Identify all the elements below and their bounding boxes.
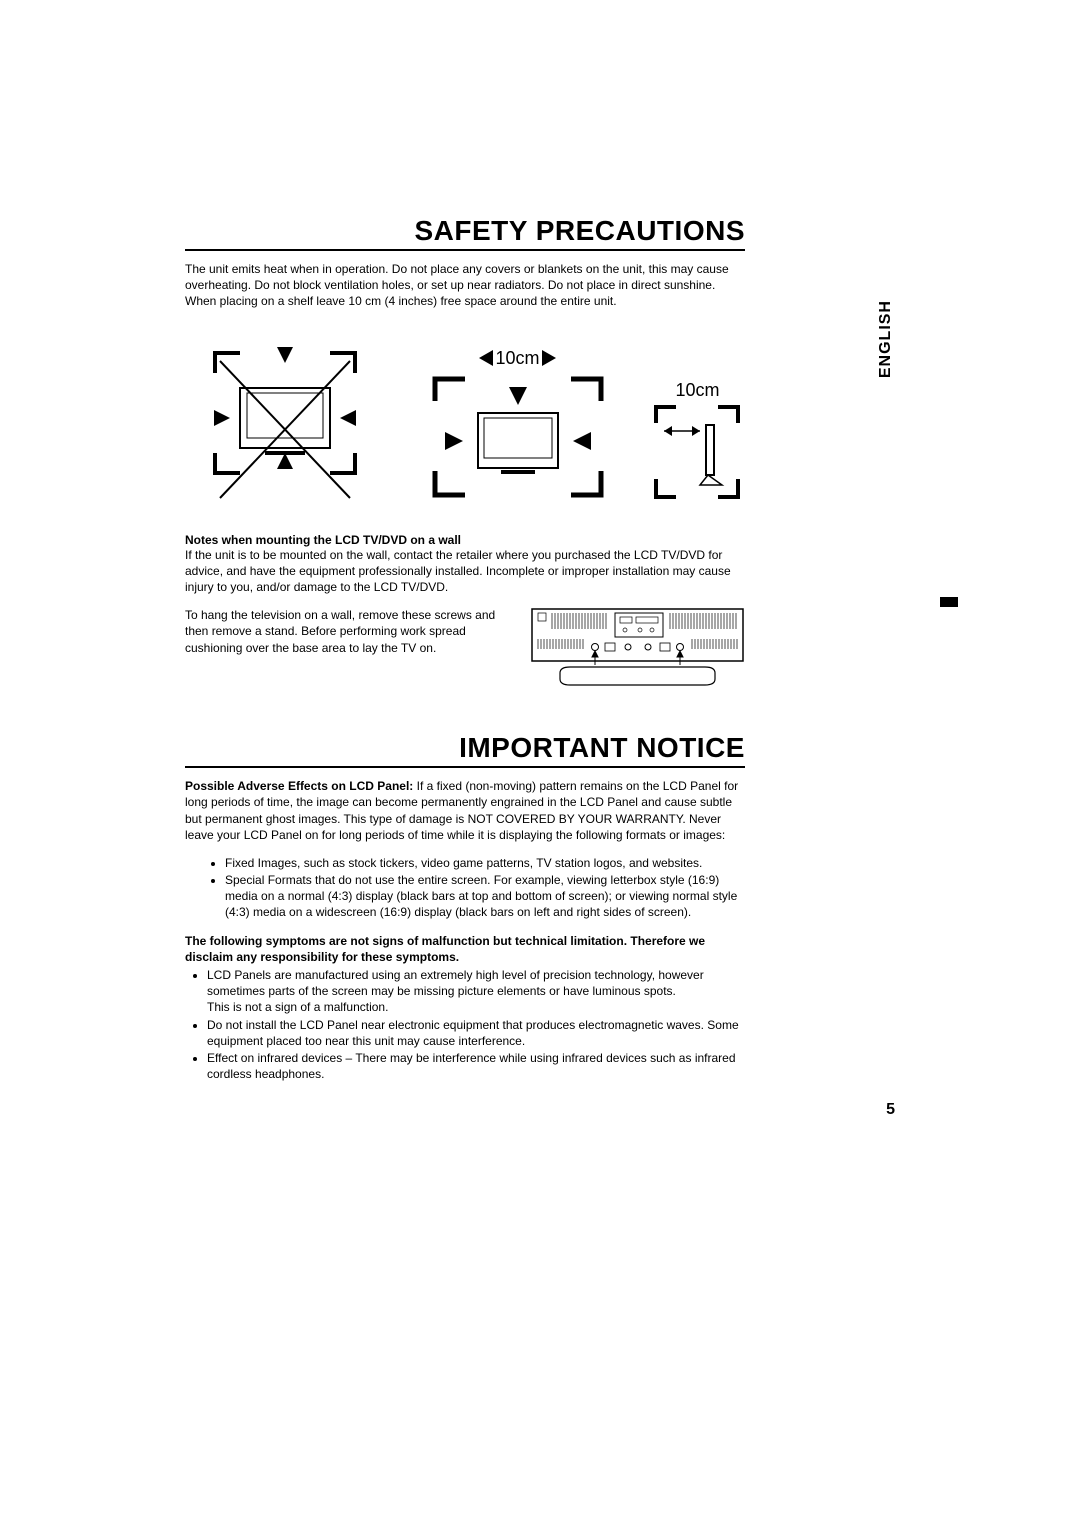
hang-instructions: To hang the television on a wall, remove… — [185, 607, 512, 687]
diagram-shelf-spacing: 10cm — [423, 348, 613, 508]
adverse-bold: Possible Adverse Effects on LCD Panel: — [185, 779, 413, 793]
bullet-item: Special Formats that do not use the enti… — [225, 872, 745, 921]
tv-rear-panel-icon — [530, 607, 745, 687]
bullet-item: Effect on infrared devices – There may b… — [207, 1050, 745, 1082]
wall-mount-body: If the unit is to be mounted on the wall… — [185, 547, 745, 596]
spacing-top-label: 10cm — [495, 348, 539, 369]
diagram-do-not-cover — [185, 333, 385, 508]
notice-title: IMPORTANT NOTICE — [185, 732, 745, 768]
tab-marker — [940, 597, 958, 607]
language-tab: ENGLISH — [877, 300, 895, 378]
disclaimer-bold: The following symptoms are not signs of … — [185, 933, 745, 965]
bullet-item: Do not install the LCD Panel near electr… — [207, 1017, 745, 1049]
arrow-right-icon — [542, 350, 556, 366]
bullet-item: LCD Panels are manufactured using an ext… — [207, 967, 745, 1016]
notice-bullets-1: Fixed Images, such as stock tickers, vid… — [185, 855, 745, 921]
page-number: 5 — [886, 1101, 895, 1119]
arrow-left-icon — [479, 350, 493, 366]
notice-bullets-2: LCD Panels are manufactured using an ext… — [185, 967, 745, 1082]
safety-intro: The unit emits heat when in operation. D… — [185, 261, 745, 310]
spacing-side-label: 10cm — [650, 380, 745, 401]
adverse-paragraph: Possible Adverse Effects on LCD Panel: I… — [185, 778, 745, 843]
diagram-side-spacing: 10cm — [650, 380, 745, 508]
page-content: SAFETY PRECAUTIONS The unit emits heat w… — [185, 215, 745, 1094]
safety-title: SAFETY PRECAUTIONS — [185, 215, 745, 251]
spacing-diagrams: 10cm — [185, 328, 745, 508]
bullet-item: Fixed Images, such as stock tickers, vid… — [225, 855, 745, 871]
wall-mount-heading: Notes when mounting the LCD TV/DVD on a … — [185, 533, 745, 547]
